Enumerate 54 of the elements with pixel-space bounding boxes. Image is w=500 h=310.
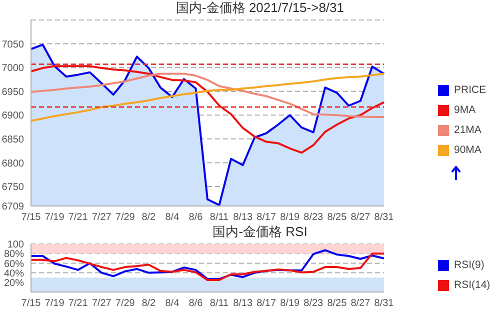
x-tick-label: 8/23 [304, 298, 324, 310]
y-tick-label: 6850 [2, 134, 24, 146]
chart-title: 国内-金価格 RSI [212, 224, 308, 240]
x-tick-label: 8/23 [304, 212, 324, 224]
y-tick-label: 80% [4, 249, 24, 260]
x-tick-label: 8/27 [350, 212, 371, 224]
line-series [30, 65, 385, 154]
x-tick-label: 8/19 [280, 298, 300, 310]
x-tick-label: 8/25 [327, 298, 348, 310]
chart-title: 国内-金価格 2021/7/15->8/31 [175, 0, 345, 16]
y-tick-label: 6750 [2, 182, 24, 194]
x-tick-label: 7/19 [44, 212, 65, 224]
y-tick-label: 6800 [2, 158, 24, 170]
y-tick-label: 6900 [2, 110, 24, 122]
x-tick-label: 7/21 [68, 298, 88, 310]
y-tick-label: 7000 [2, 63, 24, 74]
legend-label: PRICE [454, 84, 486, 96]
x-tick-label: 8/6 [188, 298, 204, 310]
y-tick-label: 6709 [2, 202, 24, 213]
x-tick-label: 8/17 [256, 212, 276, 224]
x-tick-label: 7/27 [92, 298, 112, 310]
x-tick-label: 8/4 [165, 298, 180, 310]
legend-label: 90MA [454, 144, 482, 156]
x-tick-label: 7/19 [44, 298, 65, 310]
y-tick-label: 100 [7, 240, 24, 251]
x-tick-label: 7/29 [115, 212, 136, 224]
y-tick-label: 6950 [2, 86, 24, 98]
x-tick-label: 7/29 [115, 298, 136, 310]
x-tick-label: 8/25 [327, 212, 348, 224]
x-tick-label: 7/15 [21, 212, 42, 224]
y-tick-label: 60% [4, 258, 24, 270]
x-tick-label: 8/4 [165, 212, 180, 224]
x-tick-label: 8/13 [233, 298, 253, 310]
y-tick-label: 20% [4, 278, 24, 289]
legend-label: RSI(9) [454, 259, 484, 271]
y-tick-label: 7050 [2, 39, 24, 50]
legend-label: 9MA [454, 104, 476, 116]
x-tick-label: 8/2 [142, 212, 156, 224]
x-tick-label: 8/31 [374, 212, 394, 224]
x-tick-label: 7/15 [21, 298, 42, 310]
legend-label: 21MA [454, 124, 482, 136]
x-tick-label: 8/17 [256, 298, 276, 310]
x-tick-label: 8/11 [210, 298, 230, 310]
x-tick-label: 8/19 [280, 212, 300, 224]
x-tick-label: 8/31 [374, 298, 394, 310]
y-tick-label: 40% [4, 268, 24, 280]
x-tick-label: 7/27 [92, 212, 112, 224]
legend-label: RSI(14) [454, 279, 490, 291]
x-tick-label: 7/21 [68, 212, 88, 224]
x-tick-label: 8/27 [350, 298, 371, 310]
x-tick-label: 8/11 [210, 212, 230, 224]
x-tick-label: 8/2 [142, 298, 156, 310]
x-tick-label: 8/13 [233, 212, 253, 224]
x-tick-label: 8/6 [188, 212, 204, 224]
